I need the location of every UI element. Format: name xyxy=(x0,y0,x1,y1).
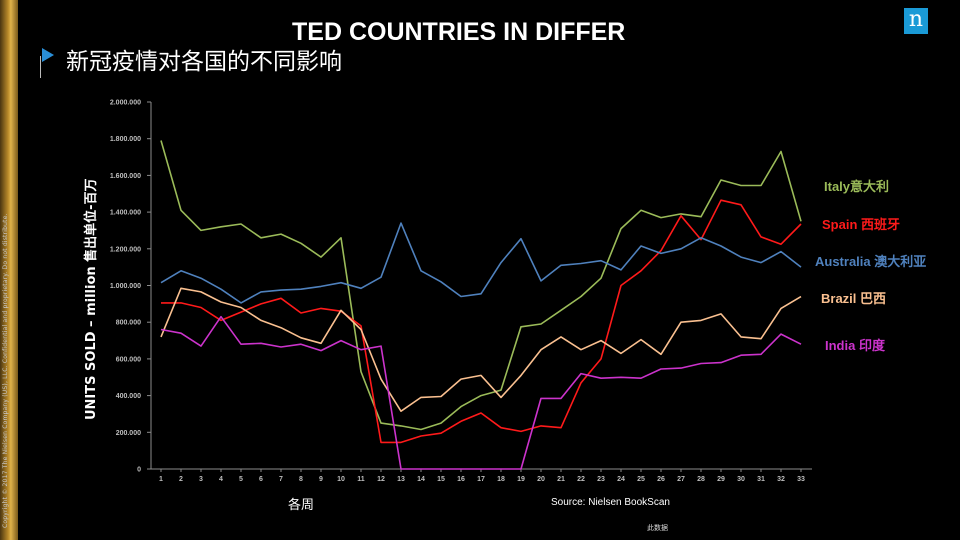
y-tick-label: 1.200.000 xyxy=(110,246,141,253)
x-tick-label: 19 xyxy=(517,476,525,483)
x-tick-label: 3 xyxy=(199,476,203,483)
x-tick-label: 29 xyxy=(717,476,725,483)
x-tick-label: 16 xyxy=(457,476,465,483)
legend-brazil: Brazil 巴西 xyxy=(821,291,887,306)
x-tick-label: 21 xyxy=(557,476,565,483)
y-tick-label: 1.800.000 xyxy=(110,136,141,143)
x-tick-label: 7 xyxy=(279,476,283,483)
legend-spain: Spain 西班牙 xyxy=(822,217,901,232)
x-tick-label: 22 xyxy=(577,476,585,483)
slide-title-english: TED COUNTRIES IN DIFFER xyxy=(292,18,626,46)
x-tick-label: 31 xyxy=(757,476,765,483)
x-tick-label: 4 xyxy=(219,476,223,483)
y-tick-label: 600.000 xyxy=(116,356,141,363)
x-tick-label: 8 xyxy=(299,476,303,483)
x-tick-label: 33 xyxy=(797,476,805,483)
nielsen-logo-icon: n xyxy=(904,8,928,34)
series-line-3 xyxy=(160,222,802,304)
y-tick-label: 200.000 xyxy=(116,430,141,437)
x-tick-label: 13 xyxy=(397,476,405,483)
y-tick-label: 800.000 xyxy=(116,320,141,327)
x-tick-label: 6 xyxy=(259,476,263,483)
x-tick-label: 11 xyxy=(357,476,365,483)
x-tick-label: 2 xyxy=(179,476,183,483)
series-line-1 xyxy=(160,140,802,431)
source-note: Source: Nielsen BookScan xyxy=(551,497,670,508)
title-bullet-icon xyxy=(42,48,54,62)
x-tick-label: 28 xyxy=(697,476,705,483)
x-tick-label: 27 xyxy=(677,476,685,483)
x-tick-label: 20 xyxy=(537,476,545,483)
y-tick-label: 1.600.000 xyxy=(110,173,141,180)
y-tick-label: 0 xyxy=(137,467,141,474)
y-axis-label: UNITS SOLD – million 售出单位-百万 xyxy=(84,178,99,420)
series-line-5 xyxy=(160,315,802,470)
series-line-2 xyxy=(161,199,802,444)
x-tick-label: 17 xyxy=(477,476,485,483)
legend-australia: Australia 澳大利亚 xyxy=(815,254,927,269)
legend-italy: Italy意大利 xyxy=(824,179,890,194)
x-tick-label: 12 xyxy=(377,476,385,483)
decorative-gold-bar xyxy=(0,0,18,540)
x-tick-label: 25 xyxy=(637,476,645,483)
x-axis-caption: 各周 xyxy=(288,498,315,513)
x-tick-label: 23 xyxy=(597,476,605,483)
x-tick-label: 24 xyxy=(617,476,625,483)
x-tick-label: 18 xyxy=(497,476,505,483)
y-tick-label: 2.000.000 xyxy=(110,100,141,107)
x-tick-label: 26 xyxy=(657,476,665,483)
footnote: 此数据 xyxy=(647,524,668,532)
x-tick-label: 14 xyxy=(417,476,425,483)
y-tick-label: 1.000.000 xyxy=(110,283,141,290)
y-tick-label: 400.000 xyxy=(116,393,141,400)
x-tick-label: 10 xyxy=(337,476,345,483)
x-tick-label: 9 xyxy=(319,476,323,483)
title-divider xyxy=(40,56,41,78)
legend-india: India 印度 xyxy=(825,338,885,353)
x-tick-label: 32 xyxy=(777,476,785,483)
x-tick-label: 1 xyxy=(159,476,163,483)
series-line-4 xyxy=(160,287,802,413)
x-tick-label: 15 xyxy=(437,476,445,483)
slide-title-chinese: 新冠疫情对各国的不同影响 xyxy=(66,49,342,75)
x-tick-label: 30 xyxy=(737,476,745,483)
y-tick-label: 1.400.000 xyxy=(110,210,141,217)
x-tick-label: 5 xyxy=(239,476,243,483)
